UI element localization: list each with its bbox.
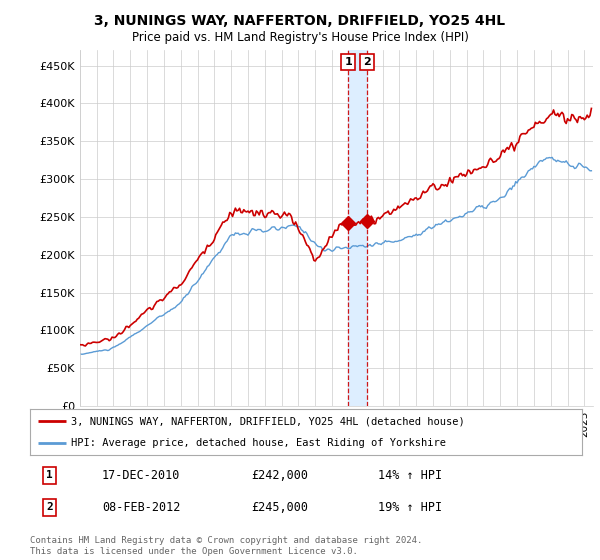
Text: 1: 1 [46,470,53,480]
Text: 1: 1 [344,57,352,67]
Text: 17-DEC-2010: 17-DEC-2010 [102,469,180,482]
Text: Price paid vs. HM Land Registry's House Price Index (HPI): Price paid vs. HM Land Registry's House … [131,31,469,44]
Text: 19% ↑ HPI: 19% ↑ HPI [378,501,442,514]
Bar [348,50,367,406]
Text: 3, NUNINGS WAY, NAFFERTON, DRIFFIELD, YO25 4HL: 3, NUNINGS WAY, NAFFERTON, DRIFFIELD, YO… [94,14,506,28]
Text: 14% ↑ HPI: 14% ↑ HPI [378,469,442,482]
Text: 2: 2 [364,57,371,67]
Text: £242,000: £242,000 [251,469,308,482]
Text: £245,000: £245,000 [251,501,308,514]
Text: 08-FEB-2012: 08-FEB-2012 [102,501,180,514]
Text: Contains HM Land Registry data © Crown copyright and database right 2024.
This d: Contains HM Land Registry data © Crown c… [30,536,422,556]
Text: HPI: Average price, detached house, East Riding of Yorkshire: HPI: Average price, detached house, East… [71,438,446,448]
Text: 2: 2 [46,502,53,512]
Text: 3, NUNINGS WAY, NAFFERTON, DRIFFIELD, YO25 4HL (detached house): 3, NUNINGS WAY, NAFFERTON, DRIFFIELD, YO… [71,416,465,426]
